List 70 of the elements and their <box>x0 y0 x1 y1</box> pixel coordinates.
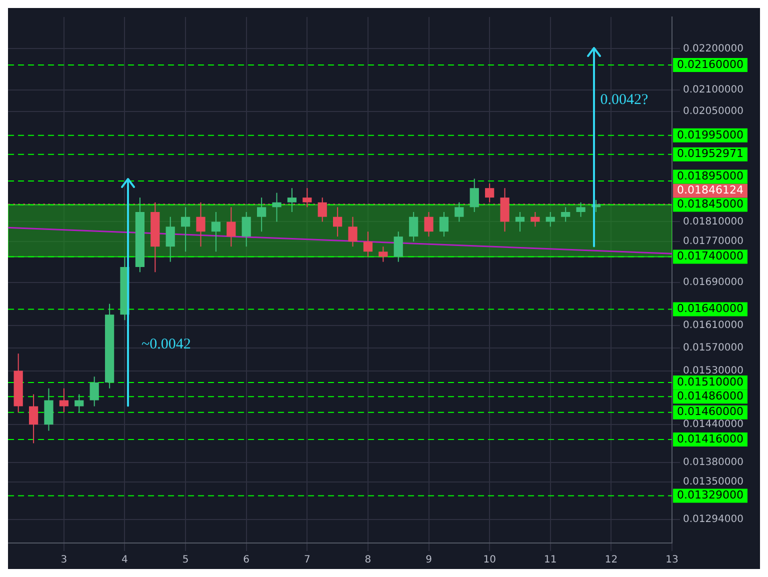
candlestick <box>90 376 99 407</box>
ref-line-label: 0.01510000 <box>677 375 744 388</box>
candlestick <box>485 182 494 203</box>
candlestick <box>576 202 586 218</box>
ref-line-label: 0.01486000 <box>677 390 744 403</box>
ref-line-label: 0.01846124 <box>677 184 744 197</box>
x-tick-label: 7 <box>304 554 310 566</box>
candlestick <box>348 216 358 248</box>
candlestick <box>257 197 266 232</box>
candlestick <box>196 202 206 248</box>
y-tick-label: 0.01440000 <box>683 419 744 430</box>
ref-line-label: 0.01895000 <box>677 170 744 183</box>
candlestick <box>302 188 312 208</box>
x-tick-label: 5 <box>182 554 189 566</box>
candlestick <box>287 188 297 212</box>
x-tick-label: 3 <box>60 554 68 566</box>
candlestick <box>211 212 221 252</box>
y-tick-label: 0.01770000 <box>683 236 744 248</box>
ref-line-label: 0.01845000 <box>677 198 744 211</box>
x-tick-label: 4 <box>122 554 128 566</box>
x-tick-label: 11 <box>544 554 557 566</box>
annotation: 0.0042? <box>600 92 649 108</box>
ref-line-label: 0.01740000 <box>677 250 744 263</box>
ref-line-label: 0.01460000 <box>677 405 744 418</box>
y-tick-label: 0.02050000 <box>683 106 744 117</box>
candlestick <box>226 206 236 248</box>
x-tick-label: 6 <box>243 554 250 566</box>
candlestick <box>470 178 479 212</box>
ref-line-label: 0.01952971 <box>677 147 744 160</box>
candlestick <box>28 394 38 444</box>
candlestick <box>515 212 525 232</box>
candlestick <box>530 212 540 228</box>
y-tick-label: 0.01570000 <box>683 342 744 354</box>
y-tick-label: 0.01610000 <box>683 320 744 332</box>
candlestick <box>378 246 388 262</box>
x-tick-label: 10 <box>483 554 496 566</box>
y-tick-label: 0.02200000 <box>683 43 744 54</box>
candlestick <box>180 206 190 252</box>
x-tick-label: 8 <box>364 554 372 566</box>
ref-line-label: 0.02160000 <box>677 58 744 71</box>
annotation: ~0.0042 <box>141 336 191 353</box>
candlestick <box>424 212 434 238</box>
y-tick-label: 0.01690000 <box>683 277 744 288</box>
candlestick <box>363 231 373 258</box>
candlestick <box>318 197 327 222</box>
ref-line-label: 0.01995000 <box>677 128 744 142</box>
x-tick-label: 13 <box>666 554 678 566</box>
candlestick <box>333 206 342 238</box>
y-tick-label: 0.01530000 <box>683 365 744 376</box>
ref-line-label: 0.01416000 <box>677 432 744 446</box>
candlestick <box>409 212 418 242</box>
candlestick <box>59 388 68 413</box>
candlestick <box>561 206 570 222</box>
candlestick <box>74 394 84 413</box>
y-tick-label: 0.01294000 <box>683 514 744 525</box>
y-tick-label: 0.02100000 <box>683 84 744 96</box>
ref-line-label: 0.01329000 <box>677 488 744 502</box>
candlestick <box>546 212 555 228</box>
y-tick-label: 0.01810000 <box>683 216 744 228</box>
candlestick <box>439 212 449 238</box>
candlestick <box>454 202 464 222</box>
y-tick-label: 0.01380000 <box>683 456 744 468</box>
candlestick <box>272 192 282 222</box>
candlestick <box>394 231 403 262</box>
candlestick <box>242 212 251 248</box>
y-tick-label: 0.01350000 <box>683 476 744 488</box>
candlestick <box>166 216 175 262</box>
x-tick-label: 9 <box>426 554 432 566</box>
x-tick-label: 12 <box>604 554 618 566</box>
ref-line-label: 0.01640000 <box>677 302 744 316</box>
